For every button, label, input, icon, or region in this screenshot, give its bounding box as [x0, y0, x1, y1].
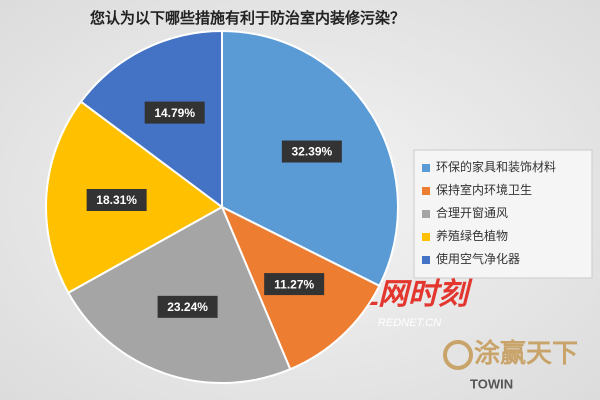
data-label: 23.24%	[167, 300, 208, 314]
data-label-box	[86, 189, 147, 212]
data-label: 18.31%	[96, 193, 137, 207]
legend-swatch	[422, 233, 430, 241]
data-label-box	[144, 101, 205, 124]
watermark: REDNET.CN	[378, 317, 441, 329]
watermark: 涂赢天下	[474, 338, 578, 368]
legend-label: 合理开窗通风	[436, 205, 508, 220]
data-label: 11.27%	[274, 277, 314, 291]
legend-label: 环保的家具和装饰材料	[436, 159, 556, 174]
data-label: 32.39%	[291, 145, 332, 159]
legend-swatch	[422, 256, 430, 264]
legend-box	[413, 149, 593, 279]
data-label-box	[157, 295, 218, 318]
legend-swatch	[422, 164, 430, 172]
legend-label: 保持室内环境卫生	[436, 182, 532, 197]
data-label: 14.79%	[154, 106, 195, 120]
legend-swatch	[422, 210, 430, 218]
watermark: TOWIN	[470, 376, 513, 391]
data-label-box	[281, 140, 342, 163]
legend-swatch	[422, 187, 430, 195]
legend-label: 养殖绿色植物	[436, 228, 508, 243]
data-label-box	[264, 273, 325, 296]
legend-label: 使用空气净化器	[436, 251, 520, 266]
logo-icon	[443, 340, 473, 370]
chart-title: 您认为以下哪些措施有利于防治室内装修污染？	[89, 9, 405, 27]
pie-slice	[66, 205, 292, 384]
